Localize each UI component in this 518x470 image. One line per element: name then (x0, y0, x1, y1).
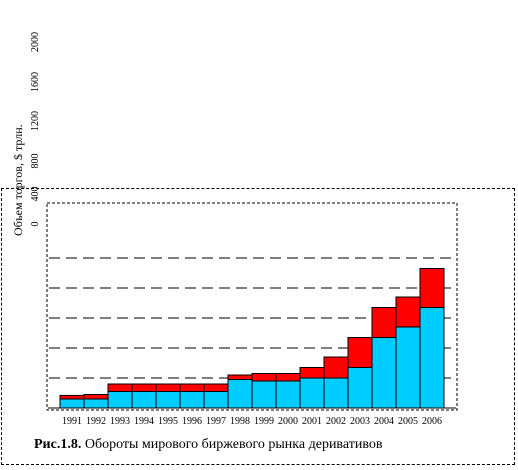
bar-1993-seg2 (107, 383, 133, 392)
bars (59, 268, 445, 409)
bar-1995-seg2 (155, 383, 181, 392)
x-tick-label: 2003 (350, 416, 370, 427)
bar-2006-seg1 (419, 307, 445, 409)
x-tick-label: 2005 (398, 416, 418, 427)
bar-1997-seg2 (203, 383, 229, 392)
bar-2006-seg2 (419, 268, 445, 308)
x-tick-label: 1992 (86, 416, 106, 427)
bar-2005-seg2 (395, 296, 421, 328)
bar-2003-seg2 (347, 337, 373, 368)
bar-1998-seg1 (227, 379, 253, 409)
x-tick-label: 1997 (206, 416, 226, 427)
caption-label: Рис.1.8. (34, 437, 82, 452)
bar-2004-seg1 (371, 337, 397, 409)
x-tick-label: 1995 (158, 416, 178, 427)
bar-1994-seg2 (131, 383, 157, 392)
bar-1996-seg1 (179, 391, 205, 409)
bar-1994-seg1 (131, 391, 157, 409)
y-axis-label: Объем торгов, $ трлн. (11, 124, 25, 236)
bar-1995-seg1 (155, 391, 181, 409)
bar-2002-seg2 (323, 356, 349, 379)
y-tick-label: 1600 (30, 72, 41, 92)
x-tick-label: 1998 (230, 416, 250, 427)
x-tick-label: 2004 (374, 416, 394, 427)
x-tick-labels: 1991 1992 1993 1994 1995 1996 1997 1998 1999 2000… (62, 416, 442, 427)
bar-2003-seg1 (347, 367, 373, 409)
y-tick-label: 400 (30, 187, 41, 202)
bar-1992-seg1 (83, 398, 109, 409)
bar-1992-seg2 (83, 394, 109, 400)
bar-2000-seg1 (275, 380, 301, 409)
x-tick-label: 2000 (278, 416, 298, 427)
y-tick-label: 0 (30, 222, 41, 227)
bar-2001-seg1 (299, 377, 325, 409)
plot-area (46, 202, 458, 411)
x-tick-label: 1994 (134, 416, 154, 427)
bar-1993-seg1 (107, 391, 133, 409)
bar-1997-seg1 (203, 391, 229, 409)
y-tick-label: 800 (30, 154, 41, 169)
x-tick-label: 1993 (110, 416, 130, 427)
bar-2001-seg2 (299, 367, 325, 379)
bar-1996-seg2 (179, 383, 205, 392)
x-tick-label: 1996 (182, 416, 202, 427)
bar-2005-seg1 (395, 326, 421, 409)
bar-1999-seg1 (251, 380, 277, 409)
x-tick-label: 2006 (422, 416, 442, 427)
y-tick-labels: 0 400 800 1200 1600 2000 (30, 32, 41, 227)
x-tick-label: 1999 (254, 416, 274, 427)
x-tick-label: 2002 (326, 416, 346, 427)
x-tick-label: 2001 (302, 416, 322, 427)
bar-2002-seg1 (323, 377, 349, 409)
bar-1991-seg2 (59, 394, 85, 400)
bar-1998-seg2 (227, 374, 253, 380)
figure-frame (1, 188, 515, 465)
caption-text: Обороты мирового биржевого рынка дериват… (81, 437, 383, 452)
y-tick-label: 2000 (30, 32, 41, 52)
x-tick-label: 1991 (62, 416, 82, 427)
figure-caption: Рис.1.8. Обороты мирового биржевого рынк… (34, 437, 382, 453)
bar-1991-seg1 (59, 398, 85, 409)
bar-2004-seg2 (371, 307, 397, 338)
bar-1999-seg2 (251, 373, 277, 382)
y-tick-label: 1200 (30, 111, 41, 131)
bar-2000-seg2 (275, 373, 301, 382)
